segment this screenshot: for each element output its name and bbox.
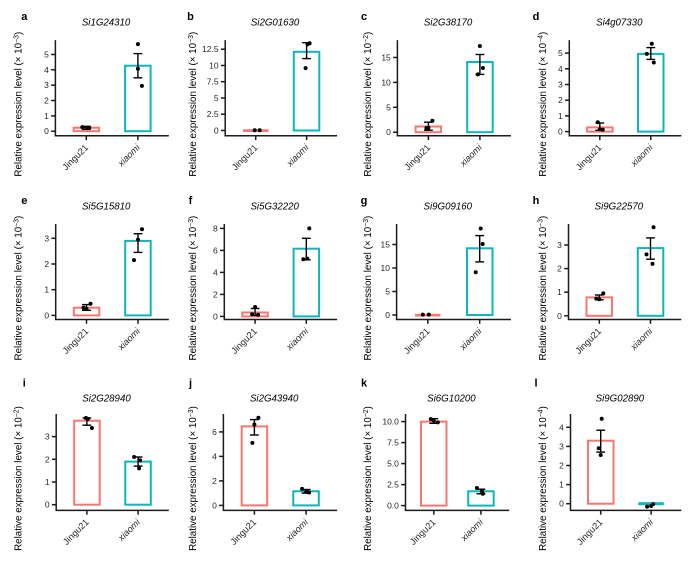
svg-text:Si2G01630: Si2G01630 xyxy=(251,18,300,29)
svg-text:6: 6 xyxy=(212,427,217,437)
svg-text:2.5: 2.5 xyxy=(207,109,219,119)
svg-text:8: 8 xyxy=(213,223,218,233)
svg-text:Relative expression level (× 1: Relative expression level (× 10−4) xyxy=(538,32,549,177)
svg-text:Si4g07330: Si4g07330 xyxy=(596,18,643,29)
svg-text:4: 4 xyxy=(44,65,49,75)
svg-text:2: 2 xyxy=(212,476,217,486)
svg-text:1: 1 xyxy=(558,111,563,121)
svg-text:2: 2 xyxy=(44,96,49,106)
svg-text:0: 0 xyxy=(385,310,390,320)
svg-text:Relative expression level (× 1: Relative expression level (× 10−3) xyxy=(363,216,374,361)
svg-text:2: 2 xyxy=(44,259,49,269)
svg-text:l: l xyxy=(534,378,537,390)
svg-text:Relative expression level (× 1: Relative expression level (× 10−3) xyxy=(188,216,199,361)
svg-text:Relative expression level (× 1: Relative expression level (× 10−2) xyxy=(363,406,374,551)
svg-text:Relative expression level (× 1: Relative expression level (× 10−3) xyxy=(13,32,24,177)
svg-text:Si2G43940: Si2G43940 xyxy=(250,394,299,405)
svg-text:2: 2 xyxy=(213,289,218,299)
svg-text:Si5G32220: Si5G32220 xyxy=(250,202,299,213)
svg-text:0: 0 xyxy=(212,500,217,510)
svg-text:1: 1 xyxy=(45,477,50,487)
svg-text:10: 10 xyxy=(381,263,391,273)
svg-text:Si1G24310: Si1G24310 xyxy=(82,18,131,29)
svg-text:Relative expression level (× 1: Relative expression level (× 10−2) xyxy=(363,32,374,177)
svg-text:3: 3 xyxy=(559,441,564,451)
svg-text:0: 0 xyxy=(559,499,564,509)
svg-text:0: 0 xyxy=(213,311,218,321)
svg-text:Si9G22570: Si9G22570 xyxy=(595,202,644,213)
svg-text:c: c xyxy=(361,11,367,23)
svg-text:Si6G10200: Si6G10200 xyxy=(427,394,476,405)
svg-text:0: 0 xyxy=(557,311,562,321)
svg-text:h: h xyxy=(533,195,540,207)
svg-text:4: 4 xyxy=(559,422,564,432)
svg-text:12.5: 12.5 xyxy=(202,44,219,54)
svg-text:Si2G28940: Si2G28940 xyxy=(82,394,131,405)
svg-text:6: 6 xyxy=(213,245,218,255)
svg-text:Relative expression level (× 1: Relative expression level (× 10−3) xyxy=(188,32,199,177)
svg-text:1: 1 xyxy=(557,287,562,297)
svg-text:7.5: 7.5 xyxy=(387,438,399,448)
svg-text:0: 0 xyxy=(45,500,50,510)
svg-text:Si9G02890: Si9G02890 xyxy=(596,394,645,405)
svg-text:2: 2 xyxy=(559,461,564,471)
svg-text:4: 4 xyxy=(212,451,217,461)
svg-text:1: 1 xyxy=(44,111,49,121)
svg-text:10.0: 10.0 xyxy=(382,417,399,427)
svg-text:4: 4 xyxy=(213,267,218,277)
svg-text:5.0: 5.0 xyxy=(387,459,399,469)
svg-text:3: 3 xyxy=(557,240,562,250)
svg-text:0: 0 xyxy=(44,310,49,320)
svg-text:7.5: 7.5 xyxy=(207,77,219,87)
svg-text:5: 5 xyxy=(386,102,391,112)
svg-text:5: 5 xyxy=(385,287,390,297)
svg-text:4: 4 xyxy=(558,64,563,74)
svg-text:Si2G38170: Si2G38170 xyxy=(424,18,473,29)
svg-text:Relative expression level (× 1: Relative expression level (× 10−3) xyxy=(538,216,549,361)
svg-text:j: j xyxy=(188,378,192,390)
svg-text:f: f xyxy=(189,195,193,207)
svg-text:g: g xyxy=(361,195,368,207)
svg-text:1: 1 xyxy=(44,285,49,295)
svg-text:3: 3 xyxy=(45,432,50,442)
svg-text:e: e xyxy=(21,195,27,207)
svg-text:2: 2 xyxy=(45,454,50,464)
svg-text:10: 10 xyxy=(209,61,219,71)
svg-text:15: 15 xyxy=(381,240,391,250)
svg-text:Relative expression level (× 1: Relative expression level (× 10−3) xyxy=(188,406,199,551)
svg-text:d: d xyxy=(533,11,540,23)
svg-text:0: 0 xyxy=(44,126,49,136)
svg-text:Si5G15810: Si5G15810 xyxy=(82,202,131,213)
svg-text:0.0: 0.0 xyxy=(387,501,399,511)
svg-text:0: 0 xyxy=(214,126,219,136)
svg-text:k: k xyxy=(361,378,368,390)
svg-text:5: 5 xyxy=(214,93,219,103)
svg-text:3: 3 xyxy=(44,233,49,243)
svg-text:5: 5 xyxy=(44,50,49,60)
svg-text:2: 2 xyxy=(558,95,563,105)
svg-text:3: 3 xyxy=(558,80,563,90)
svg-text:i: i xyxy=(23,378,26,390)
svg-text:2: 2 xyxy=(557,264,562,274)
svg-text:Si9G09160: Si9G09160 xyxy=(424,202,473,213)
svg-text:15: 15 xyxy=(381,53,391,63)
svg-text:5: 5 xyxy=(558,48,563,58)
svg-text:a: a xyxy=(21,11,28,23)
svg-text:10: 10 xyxy=(381,77,391,87)
svg-text:Relative expression level (× 1: Relative expression level (× 10−4) xyxy=(538,406,549,551)
svg-text:Relative expression level (× 1: Relative expression level (× 10−3) xyxy=(13,216,24,361)
svg-text:0: 0 xyxy=(558,127,563,137)
svg-text:3: 3 xyxy=(44,80,49,90)
svg-text:1: 1 xyxy=(559,480,564,490)
svg-text:2.5: 2.5 xyxy=(387,480,399,490)
svg-text:0: 0 xyxy=(386,127,391,137)
svg-text:Relative expression level (× 1: Relative expression level (× 10−2) xyxy=(13,406,24,551)
svg-text:b: b xyxy=(187,11,194,23)
